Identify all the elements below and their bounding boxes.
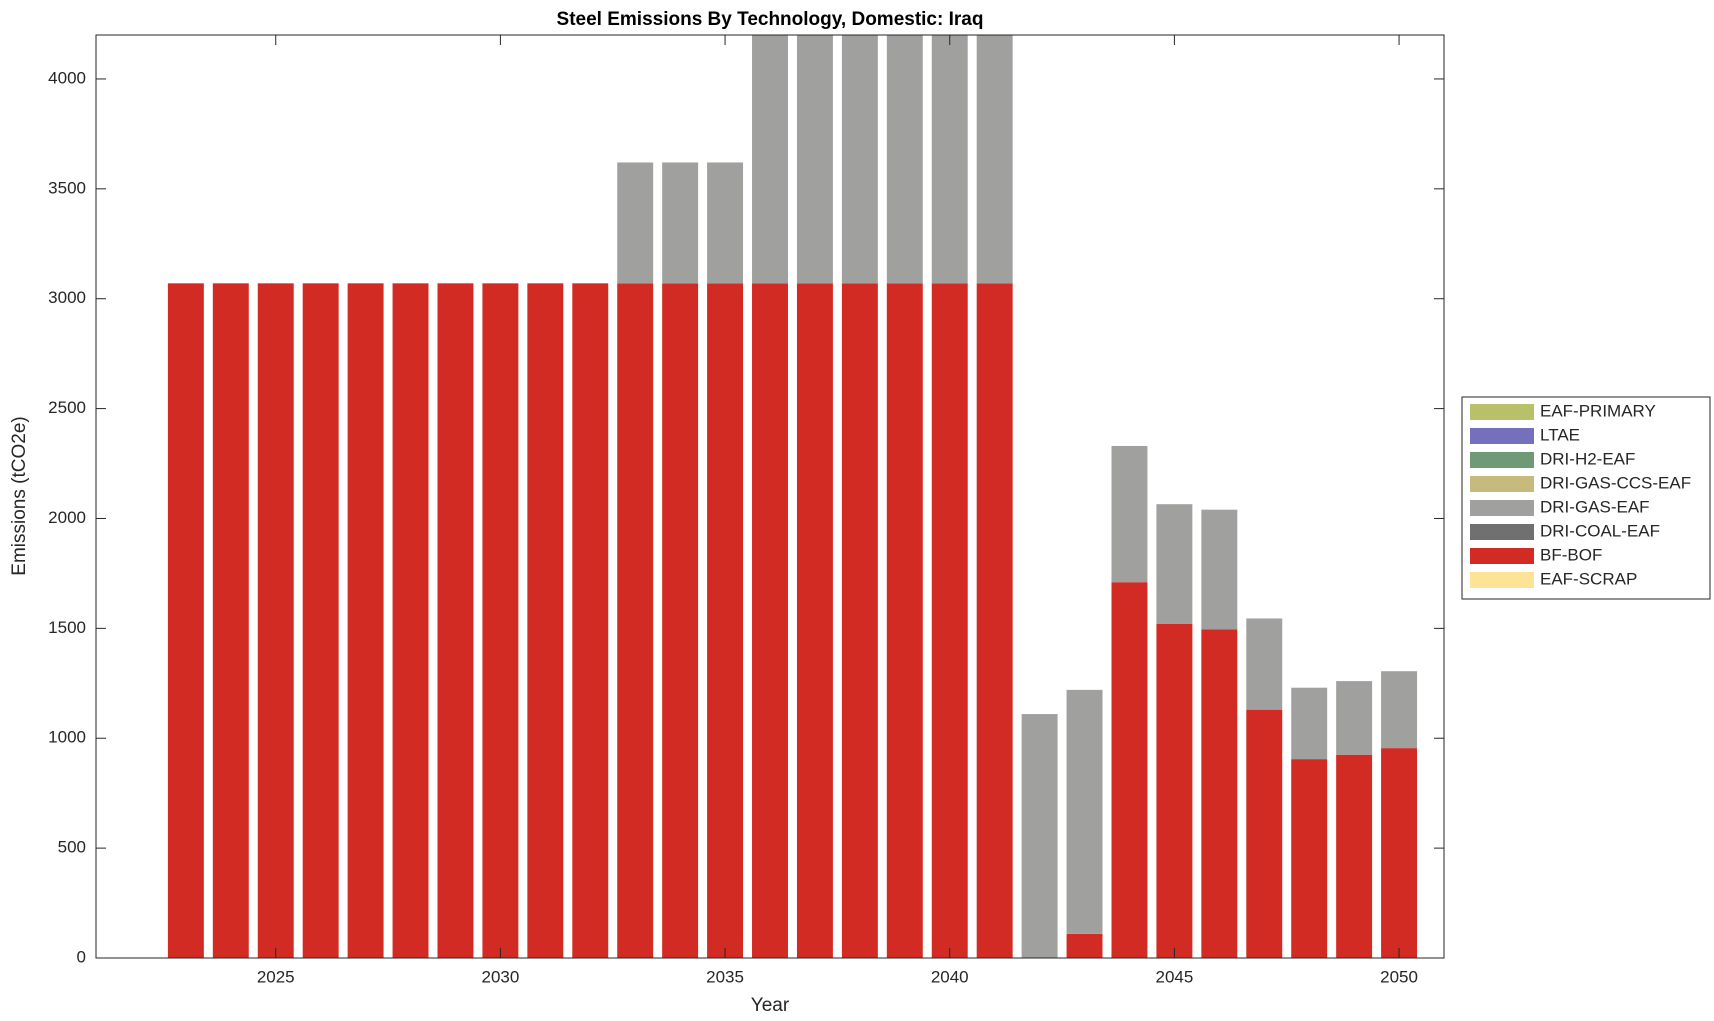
bar-segment [1201, 509, 1238, 630]
y-tick-label: 1500 [48, 618, 86, 637]
bar-segment [931, 35, 968, 284]
legend-swatch [1470, 524, 1534, 540]
bar-segment [1381, 748, 1418, 958]
bar-segment [437, 283, 474, 958]
y-tick-label: 3500 [48, 178, 86, 197]
bar-segment [707, 283, 744, 958]
bar-segment [886, 283, 923, 958]
legend-swatch [1470, 548, 1534, 564]
bar-segment [1336, 681, 1373, 755]
bar-segment [1066, 933, 1103, 958]
bar-segment [841, 283, 878, 958]
chart-title: Steel Emissions By Technology, Domestic:… [557, 9, 984, 30]
bar-segment [527, 283, 564, 958]
bar-segment [1021, 714, 1058, 958]
bar-segment [1246, 618, 1283, 710]
bar-segment [662, 162, 699, 284]
bar-segment [796, 283, 833, 958]
bar-segment [1291, 759, 1328, 958]
x-tick-label: 2045 [1155, 967, 1193, 986]
bar-segment [1201, 629, 1238, 958]
bar-segment [886, 35, 923, 284]
legend-label: EAF-PRIMARY [1540, 401, 1656, 420]
bar-segment [167, 283, 204, 958]
bar-segment [212, 283, 249, 958]
legend-swatch [1470, 476, 1534, 492]
y-tick-label: 2500 [48, 398, 86, 417]
bar-segment [392, 283, 429, 958]
bar-segment [707, 162, 744, 284]
bar-segment [1336, 754, 1373, 958]
bar-segment [257, 283, 294, 958]
bars [167, 35, 1418, 958]
y-tick-label: 500 [58, 838, 86, 857]
bar-segment [976, 283, 1013, 958]
legend-swatch [1470, 452, 1534, 468]
legend-swatch [1470, 572, 1534, 588]
y-tick-label: 4000 [48, 68, 86, 87]
x-tick-label: 2040 [931, 967, 969, 986]
bar-segment [1381, 671, 1418, 749]
bar-segment [841, 35, 878, 284]
y-tick-label: 2000 [48, 508, 86, 527]
legend-swatch [1470, 404, 1534, 420]
bar-segment [617, 283, 654, 958]
legend-label: EAF-SCRAP [1540, 569, 1637, 588]
y-tick-label: 3000 [48, 288, 86, 307]
plot-frame [95, 34, 1445, 959]
bar-segment [617, 162, 654, 284]
legend-label: DRI-GAS-CCS-EAF [1540, 473, 1691, 492]
legend-label: LTAE [1540, 425, 1580, 444]
bar-segment [1246, 709, 1283, 958]
legend-label: DRI-GAS-EAF [1540, 497, 1650, 516]
bar-segment [752, 35, 788, 284]
x-tick-label: 2050 [1380, 967, 1418, 986]
bar-segment [302, 283, 339, 958]
bar-segment [931, 283, 968, 958]
bar-segment [1111, 582, 1148, 958]
legend-swatch [1470, 500, 1534, 516]
x-tick-label: 2030 [481, 967, 519, 986]
bar-segment [796, 35, 833, 284]
bar-segment [347, 283, 384, 958]
y-tick-label: 0 [77, 947, 86, 966]
bar-segment [482, 283, 519, 958]
bar-segment [752, 283, 788, 958]
x-tick-label: 2025 [257, 967, 295, 986]
x-tick-label: 2035 [706, 967, 744, 986]
legend-label: DRI-COAL-EAF [1540, 521, 1660, 540]
bar-segment [662, 283, 699, 958]
y-tick-label: 1000 [48, 728, 86, 747]
bar-segment [976, 35, 1013, 284]
bar-segment [1156, 623, 1193, 958]
legend-label: DRI-H2-EAF [1540, 449, 1635, 468]
bar-segment [1111, 445, 1148, 583]
bar-segment [1156, 504, 1193, 624]
y-axis-label: Emissions (tCO2e) [9, 416, 30, 575]
legend-swatch [1470, 428, 1534, 444]
x-axis-label: Year [751, 995, 790, 1016]
bar-segment [1066, 689, 1103, 934]
bar-segment [1291, 687, 1328, 760]
bar-segment [572, 283, 609, 958]
legend: EAF-PRIMARY LTAE DRI-H2-EAF DRI-GAS-CCS-EAF… [1461, 396, 1711, 600]
legend-label: BF-BOF [1540, 545, 1602, 564]
